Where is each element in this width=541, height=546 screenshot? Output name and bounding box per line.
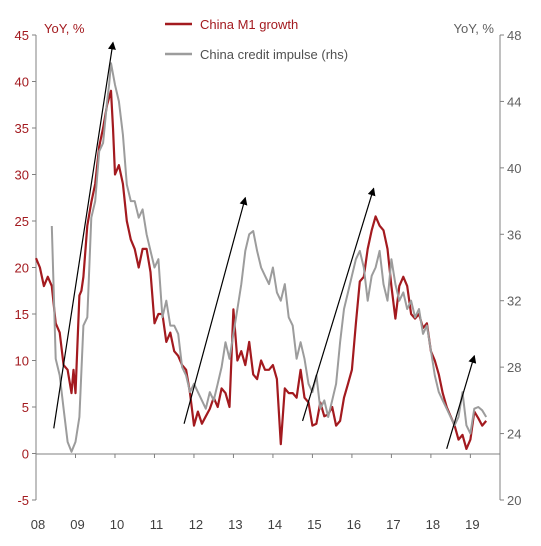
left-tick-label: 45 [15, 28, 29, 43]
left-tick-label: 35 [15, 121, 29, 136]
series-layer [34, 62, 488, 453]
axes: -5 0 5 10 15 20 25 30 35 40 45 20 24 28 32 36 40 44 48 08 09… [15, 28, 522, 532]
x-tick-label: 14 [268, 517, 282, 532]
left-tick-label: 20 [15, 261, 29, 276]
legend-label: China credit impulse (rhs) [200, 47, 348, 62]
right-tick-label: 48 [507, 28, 521, 43]
x-tick-label: 12 [189, 517, 203, 532]
trend-arrow [53, 41, 116, 429]
left-tick-label: -5 [17, 493, 29, 508]
left-tick-label: 30 [15, 168, 29, 183]
left-tick-label: 15 [15, 307, 29, 322]
x-tick-label: 11 [150, 517, 164, 532]
right-tick-label: 20 [507, 493, 521, 508]
right-axis-label: YoY, % [454, 21, 495, 36]
x-tick-label: 10 [110, 517, 124, 532]
trend-arrow [446, 354, 477, 450]
right-tick-label: 40 [507, 161, 521, 176]
right-tick-label: 36 [507, 227, 521, 242]
x-tick-label: 18 [426, 517, 440, 532]
x-tick-label: 19 [465, 517, 479, 532]
x-tick-label: 17 [386, 517, 400, 532]
right-tick-label: 24 [507, 427, 521, 442]
x-tick-label: 09 [70, 517, 84, 532]
trend-arrow [301, 187, 376, 422]
left-tick-label: 0 [22, 447, 29, 462]
x-tick-label: 16 [347, 517, 361, 532]
right-tick-label: 44 [507, 94, 521, 109]
series-line-china-credit-impulse [50, 62, 488, 453]
left-axis-label: YoY, % [44, 21, 85, 36]
right-tick-label: 32 [507, 294, 521, 309]
left-tick-label: 5 [22, 400, 29, 415]
trend-arrow [183, 196, 248, 424]
left-tick-label: 10 [15, 354, 29, 369]
legend: China M1 growth China credit impulse (rhs… [165, 17, 348, 62]
annotation-arrows [53, 41, 477, 450]
x-tick-label: 15 [307, 517, 321, 532]
legend-label: China M1 growth [200, 17, 298, 32]
x-tick-label: 13 [228, 517, 242, 532]
x-tick-label: 08 [31, 517, 45, 532]
left-tick-label: 25 [15, 214, 29, 229]
left-tick-label: 40 [15, 75, 29, 90]
right-tick-label: 28 [507, 360, 521, 375]
